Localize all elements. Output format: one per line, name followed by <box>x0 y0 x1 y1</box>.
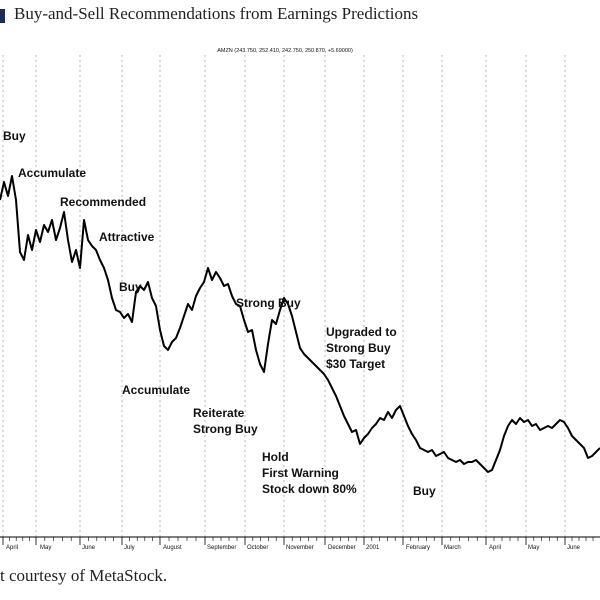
annotation-label: Accumulate <box>18 166 86 180</box>
annotation-label: Strong Buy <box>193 422 258 436</box>
month-gridlines <box>2 55 566 537</box>
x-tick-label: April <box>489 545 501 551</box>
figure-caption: t courtesy of MetaStock. <box>0 566 168 585</box>
x-tick-label: February <box>406 545 430 551</box>
x-tick-label: June <box>567 545 581 551</box>
price-series-line <box>0 175 600 473</box>
x-tick-label: September <box>207 545 236 551</box>
annotation-label: Strong Buy <box>326 341 391 355</box>
x-axis-ticks: April May June July August September October No… <box>2 537 594 551</box>
annotation-label: Buy <box>119 280 142 294</box>
x-tick-label: August <box>163 545 182 551</box>
annotation-label: $30 Target <box>326 357 385 371</box>
x-tick-label: May <box>40 545 51 551</box>
x-tick-label: June <box>82 545 96 551</box>
x-tick-label: March <box>444 545 461 551</box>
annotation-label: Upgraded to <box>326 325 397 339</box>
ticker-header: AMZN (243.750, 252.410, 242.750, 250.870… <box>217 48 353 54</box>
annotation-label: Recommended <box>60 195 146 209</box>
annotation-label: Accumulate <box>122 383 190 397</box>
x-tick-label: October <box>247 545 268 551</box>
x-tick-label: April <box>6 545 18 551</box>
x-tick-label: November <box>286 545 314 551</box>
title-marker <box>0 9 5 23</box>
annotation-label: Hold <box>262 450 289 464</box>
page-title: Buy-and-Sell Recommendations from Earnin… <box>14 4 419 23</box>
x-tick-label: December <box>328 545 356 551</box>
x-tick-label: July <box>124 545 135 551</box>
x-tick-label: 2001 <box>366 545 380 551</box>
annotation-label: Attractive <box>99 230 155 244</box>
annotation-label: Strong Buy <box>236 296 301 310</box>
annotation-label: Buy <box>3 129 26 143</box>
annotation-label: First Warning <box>262 466 339 480</box>
annotation-label: Stock down 80% <box>262 482 357 496</box>
annotation-label: Buy <box>413 484 436 498</box>
recommendation-annotations: Buy Accumulate Recommended Attractive Buy Str… <box>3 129 436 498</box>
x-tick-label: May <box>528 545 539 551</box>
annotation-label: Reiterate <box>193 406 245 420</box>
